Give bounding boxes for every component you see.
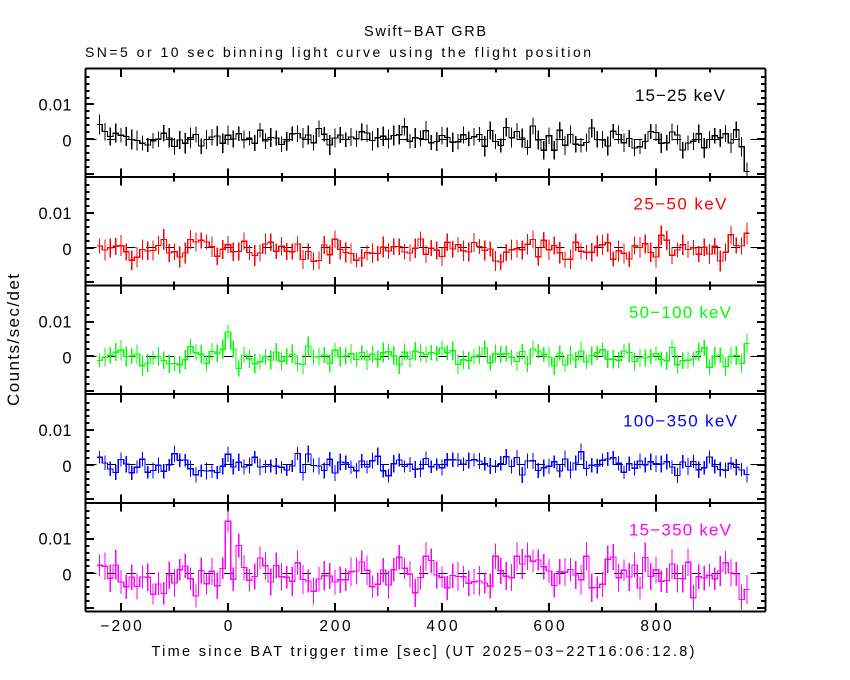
svg-text:Swift−BAT GRB: Swift−BAT GRB (364, 24, 486, 40)
svg-text:400: 400 (426, 618, 458, 635)
svg-text:0.01: 0.01 (39, 96, 72, 114)
svg-text:0.01: 0.01 (39, 422, 72, 440)
svg-text:15−350 keV: 15−350 keV (629, 520, 732, 539)
svg-text:50−100 keV: 50−100 keV (629, 303, 732, 322)
svg-text:0.01: 0.01 (39, 205, 72, 223)
svg-text:SN=5 or 10 sec binning light c: SN=5 or 10 sec binning light curve using… (85, 44, 591, 60)
svg-text:100−350 keV: 100−350 keV (623, 412, 738, 431)
svg-text:0: 0 (62, 458, 71, 476)
svg-text:0: 0 (62, 349, 71, 367)
svg-text:0: 0 (62, 132, 71, 150)
svg-text:0: 0 (62, 567, 71, 585)
svg-text:200: 200 (319, 618, 351, 635)
svg-text:0: 0 (62, 241, 71, 259)
svg-text:Counts/sec/det: Counts/sec/det (4, 274, 23, 406)
svg-text:Time since BAT trigger time [s: Time since BAT trigger time [sec] (UT 20… (152, 644, 695, 660)
svg-text:0.01: 0.01 (39, 313, 72, 331)
svg-text:800: 800 (640, 618, 672, 635)
svg-text:600: 600 (533, 618, 565, 635)
svg-text:0: 0 (224, 618, 233, 635)
svg-text:15−25 keV: 15−25 keV (635, 86, 726, 105)
svg-text:25−50 keV: 25−50 keV (634, 195, 728, 214)
svg-text:0.01: 0.01 (39, 531, 72, 549)
